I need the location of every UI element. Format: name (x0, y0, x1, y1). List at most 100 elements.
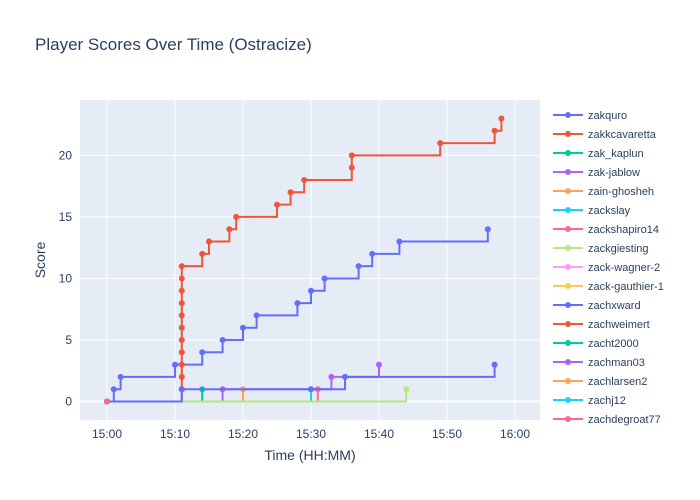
data-point-zachxward (308, 386, 314, 393)
gridlines (80, 100, 540, 420)
legend-item-zakkcavaretta[interactable]: zakkcavaretta (553, 129, 657, 141)
data-point-zakkcavaretta (287, 189, 294, 196)
series-zakkcavaretta (104, 115, 505, 405)
data-point-zachxward (178, 386, 185, 393)
x-tick-label: 15:20 (228, 427, 258, 441)
series-line-zachxward (107, 364, 496, 403)
legend-item-zak-kaplun[interactable]: zak_kaplun (553, 148, 644, 160)
legend-swatch-marker (565, 340, 571, 346)
legend-label: zack-gauthier-1 (588, 281, 664, 293)
legend-label: zachlarsen2 (588, 376, 647, 388)
legend-label: zachj12 (588, 395, 626, 407)
legend-label: zacht2000 (588, 338, 639, 350)
legend-label: zachdegroat77 (588, 414, 661, 426)
legend-item-zachxward[interactable]: zachxward (553, 300, 641, 312)
legend-swatch-marker (565, 112, 571, 118)
data-point-zachdegroat77 (104, 398, 110, 405)
data-point-zakkcavaretta (348, 164, 355, 171)
legend-label: zack-wagner-2 (588, 262, 660, 274)
data-point-zakkcavaretta (178, 373, 185, 380)
y-tick-label: 15 (59, 210, 73, 224)
data-point-zakquro (484, 226, 491, 233)
data-point-zakkcavaretta (226, 226, 233, 233)
legend-swatch-marker (565, 188, 571, 194)
legend-item-zacht2000[interactable]: zacht2000 (553, 338, 639, 350)
y-tick-label: 0 (65, 395, 72, 409)
data-point-zakquro (199, 349, 206, 356)
legend-swatch-marker (565, 150, 571, 156)
legend-item-zachj12[interactable]: zachj12 (553, 395, 626, 407)
legend-label: zachman03 (588, 357, 645, 369)
legend-swatch-marker (565, 302, 571, 308)
legend-item-zak-jablow[interactable]: zak-jablow (553, 167, 640, 179)
x-tick-label: 15:10 (160, 427, 190, 441)
legend-label: zak-jablow (588, 167, 640, 179)
legend-label: zackgiesting (588, 243, 649, 255)
data-point-zakkcavaretta (233, 213, 240, 220)
x-tick-label: 15:40 (364, 427, 394, 441)
data-point-zakkcavaretta (178, 361, 185, 368)
legend-item-zachlarsen2[interactable]: zachlarsen2 (553, 376, 647, 388)
data-point-zakkcavaretta (178, 263, 185, 270)
legend-swatch-marker (565, 245, 571, 251)
legend-label: zachweimert (588, 319, 650, 331)
legend-swatch-marker (565, 169, 571, 175)
legend-item-zachweimert[interactable]: zachweimert (553, 319, 650, 331)
legend-swatch-marker (565, 131, 571, 137)
data-point-zakquro (294, 300, 301, 307)
legend-swatch-marker (565, 359, 571, 365)
legend-item-zakquro[interactable]: zakquro (553, 110, 627, 122)
data-point-zakkcavaretta (178, 275, 185, 282)
legend-item-zackgiesting[interactable]: zackgiesting (553, 243, 649, 255)
y-tick-label: 5 (65, 333, 72, 347)
y-tick-labels: 0 5 10 15 20 (59, 148, 73, 408)
legend-item-zackslay[interactable]: zackslay (553, 205, 631, 217)
legend-item-zachdegroat77[interactable]: zachdegroat77 (553, 414, 661, 426)
data-point-zakquro (308, 287, 314, 294)
data-point-zakkcavaretta (498, 115, 505, 122)
legend-item-zack-wagner-2[interactable]: zack-wagner-2 (553, 262, 660, 274)
x-tick-label: 15:50 (432, 427, 462, 441)
legend-item-zain-ghosheh[interactable]: zain-ghosheh (553, 186, 654, 198)
legend[interactable]: zakquro zakkcavaretta zak_kaplun zak-jablow… (553, 110, 664, 426)
data-point-zakkcavaretta (491, 127, 498, 134)
data-point-zakkcavaretta (178, 337, 185, 343)
data-point-zakkcavaretta (437, 140, 444, 147)
data-point-zakquro (240, 324, 246, 331)
legend-label: zackslay (588, 205, 631, 217)
legend-swatch-marker (565, 283, 571, 289)
data-point-zakkcavaretta (301, 177, 308, 183)
legend-swatch-marker (565, 397, 571, 403)
legend-swatch-marker (565, 321, 571, 327)
data-point-zakquro (321, 275, 328, 282)
data-point-zakquro (117, 373, 124, 380)
data-point-zakquro (219, 337, 226, 343)
legend-item-zachman03[interactable]: zachman03 (553, 357, 645, 369)
legend-item-zackshapiro14[interactable]: zackshapiro14 (553, 224, 659, 236)
legend-label: zackshapiro14 (588, 224, 659, 236)
data-point-zakquro (396, 238, 403, 245)
legend-label: zakquro (588, 110, 627, 122)
legend-swatch-marker (565, 264, 571, 270)
data-point-zakkcavaretta (178, 312, 185, 319)
data-point-zakkcavaretta (178, 300, 185, 307)
data-point-zachxward (342, 373, 348, 380)
data-point-zak-jablow (328, 373, 335, 380)
y-axis-title: Score (32, 242, 48, 279)
x-tick-label: 16:00 (500, 427, 530, 441)
data-point-zakkcavaretta (178, 324, 185, 331)
legend-item-zack-gauthier-1[interactable]: zack-gauthier-1 (553, 281, 664, 293)
x-tick-label: 15:30 (296, 427, 326, 441)
legend-label: zak_kaplun (588, 148, 644, 160)
data-point-zakquro (172, 361, 178, 368)
series-layer (104, 115, 505, 405)
data-point-zachxward (491, 361, 498, 368)
legend-label: zakkcavaretta (588, 129, 657, 141)
data-point-zakkcavaretta (348, 152, 355, 159)
plot-area (80, 100, 540, 420)
y-tick-label: 20 (59, 148, 73, 162)
legend-swatch-marker (565, 207, 571, 213)
data-point-zakquro (369, 250, 376, 257)
x-tick-label: 15:00 (92, 427, 122, 441)
